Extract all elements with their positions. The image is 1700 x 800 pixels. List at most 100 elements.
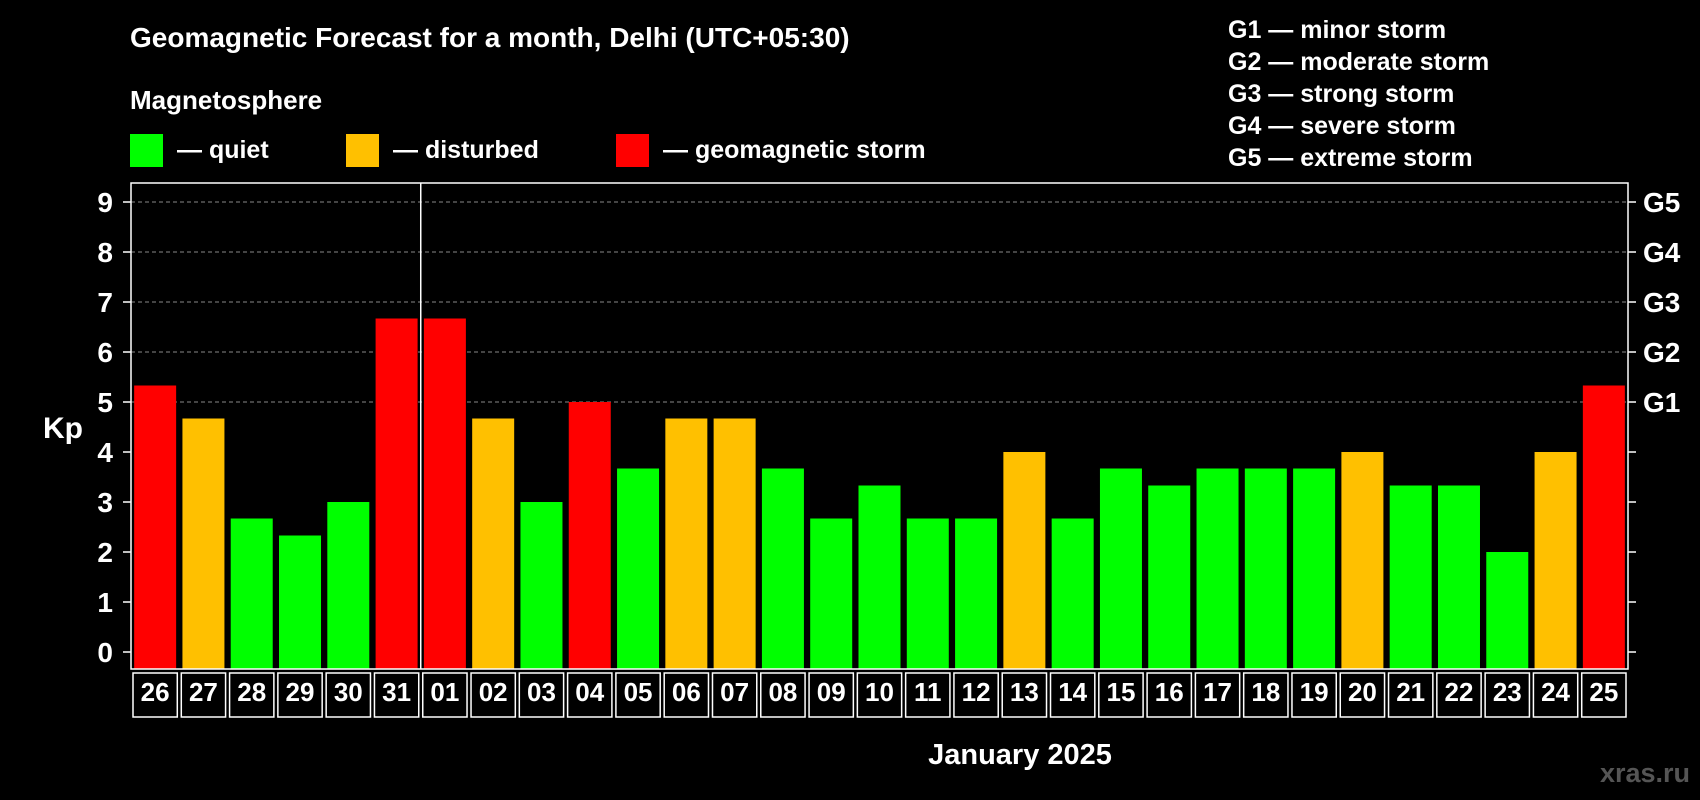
grid-lines [131, 201, 1628, 403]
bar-06 [665, 418, 708, 669]
date-box-07 [711, 672, 758, 718]
bar-31 [375, 318, 418, 669]
bar-15 [1099, 468, 1142, 669]
y-tick-label-9: 9 [97, 187, 113, 218]
x-tick-label-23: 23 [1493, 677, 1522, 707]
date-box-14 [1049, 672, 1096, 718]
y-tick-label-6: 6 [97, 337, 113, 368]
watermark: xras.ru [1600, 758, 1690, 788]
legend-label-disturbed: — disturbed [393, 136, 539, 164]
x-tick-label-07: 07 [720, 677, 749, 707]
x-tick-label-31: 31 [382, 677, 411, 707]
x-tick-label-11: 11 [914, 677, 942, 707]
x-tick-label-02: 02 [479, 677, 508, 707]
right-label-g5: G5 [1643, 187, 1680, 218]
date-box-02 [470, 672, 517, 718]
bar-16 [1148, 485, 1191, 669]
x-tick-label-05: 05 [624, 677, 653, 707]
bar-17 [1196, 468, 1239, 669]
bar-03 [520, 502, 563, 669]
legend-item-quiet: — quiet [130, 134, 269, 167]
bar-14 [1051, 518, 1094, 669]
date-box-27 [180, 672, 227, 718]
legend-swatch-storm [616, 134, 649, 167]
bar-13 [1003, 452, 1046, 669]
y-tick-label-0: 0 [97, 637, 113, 668]
x-tick-label-08: 08 [768, 677, 797, 707]
date-box-20 [1339, 672, 1386, 718]
right-label-g4: G4 [1643, 237, 1681, 268]
y-axis: 0 1 2 3 4 5 6 7 8 9 [97, 187, 131, 668]
date-box-03 [518, 672, 565, 718]
bar-25 [1582, 385, 1625, 669]
bar-27 [182, 418, 225, 669]
legend-swatch-quiet [130, 134, 163, 167]
x-tick-label-06: 06 [672, 677, 701, 707]
date-box-19 [1291, 672, 1338, 718]
y-tick-label-7: 7 [97, 287, 113, 318]
y-tick-label-2: 2 [97, 537, 113, 568]
x-tick-label-01: 01 [430, 677, 459, 707]
x-tick-label-24: 24 [1541, 677, 1570, 707]
storm-scale-g1: G1 — minor storm [1228, 16, 1446, 44]
x-tick-label-17: 17 [1203, 677, 1232, 707]
legend-heading: Magnetosphere [130, 85, 322, 115]
bars [134, 318, 1625, 669]
x-tick-label-03: 03 [527, 677, 556, 707]
y-tick-label-8: 8 [97, 237, 113, 268]
date-box-17 [1194, 672, 1241, 718]
x-tick-label-21: 21 [1396, 677, 1425, 707]
x-tick-label-15: 15 [1106, 677, 1135, 707]
date-box-21 [1387, 672, 1434, 718]
bar-18 [1244, 468, 1287, 669]
date-box-30 [325, 672, 372, 718]
y-tick-label-4: 4 [97, 437, 113, 468]
date-box-13 [1001, 672, 1048, 718]
date-box-28 [228, 672, 275, 718]
date-box-24 [1532, 672, 1579, 718]
bar-22 [1437, 485, 1480, 669]
bar-30 [327, 502, 370, 669]
bar-09 [810, 518, 853, 669]
date-box-26 [132, 672, 179, 718]
date-box-06 [663, 672, 710, 718]
x-tick-label-26: 26 [141, 677, 170, 707]
x-tick-label-16: 16 [1155, 677, 1184, 707]
bar-28 [230, 518, 273, 669]
legend-swatch-disturbed [346, 134, 379, 167]
x-tick-label-25: 25 [1589, 677, 1618, 707]
date-box-18 [1242, 672, 1289, 718]
x-tick-label-30: 30 [334, 677, 363, 707]
right-label-g3: G3 [1643, 287, 1680, 318]
date-box-29 [277, 672, 323, 718]
x-tick-label-19: 19 [1300, 677, 1329, 707]
bar-07 [713, 418, 756, 669]
y-axis-label: Kp [43, 412, 83, 445]
right-label-g1: G1 [1643, 387, 1680, 418]
bar-29 [279, 535, 322, 669]
y-tick-label-3: 3 [97, 487, 113, 518]
bar-24 [1534, 452, 1577, 669]
x-tick-label-18: 18 [1251, 677, 1280, 707]
date-box-12 [953, 672, 999, 718]
x-tick-label-04: 04 [575, 677, 604, 707]
date-box-01 [421, 672, 468, 718]
date-box-04 [566, 672, 613, 718]
date-box-16 [1146, 672, 1193, 718]
bar-23 [1486, 552, 1529, 669]
x-tick-label-14: 14 [1058, 677, 1087, 707]
right-axis: G1 G2 G3 G4 G5 [1628, 187, 1681, 653]
plot-border [130, 182, 1629, 670]
bar-26 [134, 385, 177, 669]
storm-scale-g5: G5 — extreme storm [1228, 144, 1473, 172]
x-axis-label: January 2025 [928, 739, 1112, 771]
x-axis: 26 27 28 29 30 31 01 02 03 04 05 06 07 08 09 10 11 12 13 14… [132, 672, 1627, 718]
bar-02 [472, 418, 515, 669]
legend-item-storm: — geomagnetic storm [616, 134, 926, 167]
x-tick-label-13: 13 [1010, 677, 1039, 707]
date-box-25 [1580, 672, 1627, 718]
bar-08 [761, 468, 804, 669]
legend-label-storm: — geomagnetic storm [663, 136, 926, 164]
plot-frame [130, 182, 1629, 670]
